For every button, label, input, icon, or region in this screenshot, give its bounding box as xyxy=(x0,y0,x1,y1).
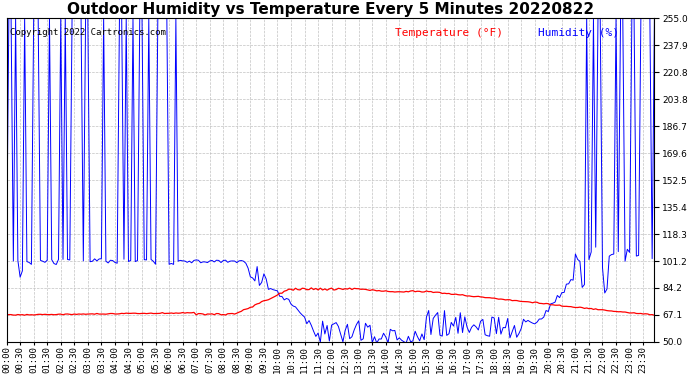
Text: Humidity (%): Humidity (%) xyxy=(538,28,619,38)
Title: Outdoor Humidity vs Temperature Every 5 Minutes 20220822: Outdoor Humidity vs Temperature Every 5 … xyxy=(67,2,594,17)
Text: Temperature (°F): Temperature (°F) xyxy=(395,28,503,38)
Text: Copyright 2022 Cartronics.com: Copyright 2022 Cartronics.com xyxy=(10,28,166,37)
